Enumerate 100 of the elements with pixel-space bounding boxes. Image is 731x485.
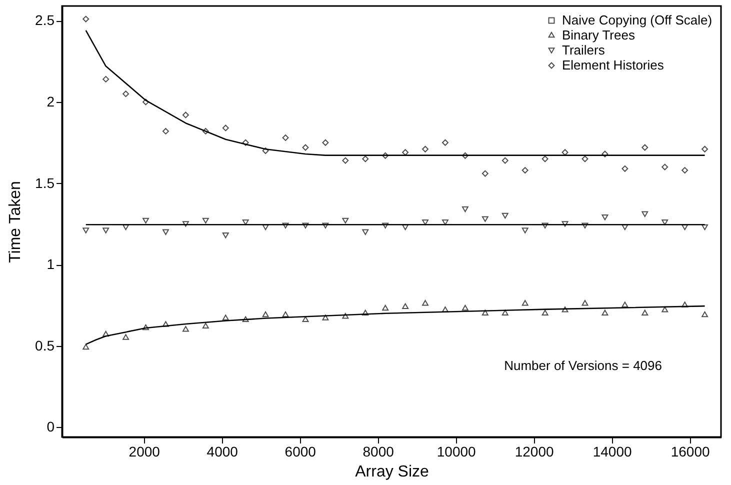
point (142, 218, 149, 224)
x-tick-label: 14000 (592, 444, 632, 460)
point (122, 334, 130, 340)
y-tick-label: 1.5 (35, 174, 55, 191)
point (182, 112, 189, 118)
point (122, 224, 130, 230)
point (662, 306, 668, 312)
point (662, 164, 668, 170)
point (382, 304, 389, 311)
point (622, 302, 628, 308)
point (582, 300, 588, 306)
point (422, 300, 429, 306)
point (102, 330, 110, 337)
point (422, 146, 429, 152)
point (102, 228, 110, 234)
y-tick-label: 2.5 (35, 12, 55, 28)
point (602, 214, 608, 220)
point (302, 144, 309, 151)
x-tick-label: 10000 (436, 444, 476, 460)
point (382, 222, 389, 228)
point (262, 311, 269, 318)
point (382, 152, 389, 159)
point (82, 344, 90, 350)
y-tick-label: 1 (46, 256, 55, 272)
x-tick-label: 8000 (362, 444, 394, 460)
point (222, 124, 229, 132)
point (182, 326, 189, 332)
point (682, 224, 688, 230)
point (242, 219, 249, 226)
point (662, 219, 668, 226)
y-tick-label: 2 (46, 93, 55, 110)
x-axis-title: Array Size (355, 464, 429, 480)
point (522, 167, 528, 174)
point (542, 156, 548, 162)
point (462, 206, 468, 212)
legend-label: Binary Trees (562, 28, 636, 42)
point (142, 98, 149, 106)
point (82, 228, 90, 234)
point (142, 324, 149, 330)
point (202, 322, 209, 328)
point (402, 303, 409, 309)
point (282, 311, 289, 318)
point (642, 144, 648, 151)
point (302, 316, 309, 322)
point (502, 310, 508, 316)
point (82, 16, 90, 22)
point (362, 310, 369, 316)
point (182, 221, 189, 227)
x-tick-label: 12000 (514, 444, 554, 460)
point (642, 310, 648, 316)
point (242, 316, 249, 322)
point (342, 312, 349, 319)
point (682, 167, 688, 174)
point (362, 229, 369, 235)
point (442, 219, 448, 226)
x-tick-label: 16000 (670, 444, 710, 460)
point (482, 170, 488, 177)
point (322, 314, 329, 320)
point (642, 211, 648, 218)
annotation: Number of Versions = 4096 (504, 358, 662, 373)
point (702, 311, 708, 318)
point (202, 128, 209, 134)
point (462, 152, 468, 159)
point (222, 314, 229, 320)
point (422, 219, 429, 226)
point (562, 149, 568, 156)
point (522, 228, 528, 234)
point (502, 212, 508, 219)
point (322, 222, 329, 228)
point (342, 218, 349, 224)
point (602, 150, 608, 158)
point (102, 76, 110, 82)
point (202, 218, 209, 224)
point (242, 139, 249, 146)
y-axis-title: Time Taken (7, 181, 24, 263)
point (402, 224, 409, 230)
point (542, 222, 548, 228)
point (322, 139, 329, 146)
point (402, 149, 409, 156)
point (522, 300, 528, 306)
point (682, 302, 688, 308)
point (442, 139, 448, 146)
point (562, 306, 568, 312)
point (222, 232, 229, 238)
legend-label: Trailers (562, 42, 606, 58)
point (122, 90, 130, 98)
x-tick-label: 4000 (206, 444, 238, 460)
point (582, 222, 588, 228)
point (582, 156, 588, 162)
point (702, 224, 708, 230)
point (502, 157, 508, 164)
x-tick-label: 2000 (128, 444, 160, 460)
point (622, 165, 628, 172)
point (462, 304, 468, 311)
point (262, 224, 269, 230)
legend-label: Naive Copying (Off Scale) (562, 12, 712, 28)
point (602, 310, 608, 316)
point (482, 216, 488, 222)
x-tick-label: 6000 (284, 444, 316, 460)
point (302, 222, 309, 228)
